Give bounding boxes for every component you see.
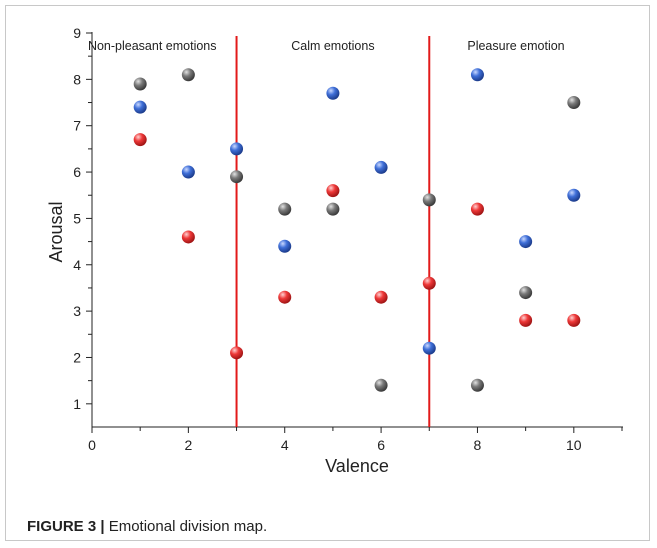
- red-data-point: [133, 133, 147, 147]
- region-label: Calm emotions: [291, 39, 374, 53]
- red-data-point: [374, 290, 388, 304]
- caption-label: FIGURE 3 |: [27, 518, 105, 535]
- y-tick-label: 8: [73, 71, 81, 87]
- gray-data-point: [470, 378, 484, 392]
- y-tick-label: 3: [73, 303, 81, 319]
- x-tick-label: 8: [474, 437, 482, 453]
- y-tick-label: 5: [73, 210, 81, 226]
- region-label: Non-pleasant emotions: [88, 39, 217, 53]
- gray-data-point: [230, 170, 244, 184]
- blue-data-point: [181, 165, 195, 179]
- x-tick-label: 6: [377, 437, 385, 453]
- y-tick-label: 7: [73, 118, 81, 134]
- blue-data-point: [374, 160, 388, 174]
- x-tick-label: 2: [184, 437, 192, 453]
- red-data-point: [567, 313, 581, 327]
- red-data-point: [278, 290, 292, 304]
- red-data-point: [181, 230, 195, 244]
- x-tick-label: 4: [281, 437, 289, 453]
- blue-data-point: [422, 341, 436, 355]
- blue-data-point: [230, 142, 244, 156]
- red-data-point: [519, 313, 533, 327]
- data-points: [133, 68, 581, 392]
- y-tick-label: 2: [73, 349, 81, 365]
- y-tick-label: 4: [73, 257, 81, 273]
- blue-data-point: [519, 235, 533, 249]
- gray-data-point: [374, 378, 388, 392]
- caption-text: Emotional division map.: [104, 518, 268, 535]
- x-tick-label: 0: [88, 437, 96, 453]
- red-data-point: [470, 202, 484, 216]
- y-tick-label: 1: [73, 396, 81, 412]
- blue-data-point: [133, 100, 147, 114]
- red-data-point: [326, 184, 340, 198]
- region-label: Pleasure emotion: [467, 39, 564, 53]
- y-tick-label: 6: [73, 164, 81, 180]
- blue-data-point: [278, 239, 292, 253]
- x-axis-label: Valence: [325, 456, 389, 476]
- gray-data-point: [326, 202, 340, 216]
- red-data-point: [230, 346, 244, 360]
- red-data-point: [422, 276, 436, 290]
- blue-data-point: [567, 188, 581, 202]
- gray-data-point: [181, 68, 195, 82]
- y-axis-label: Arousal: [46, 201, 66, 262]
- y-tick-label: 9: [73, 25, 81, 41]
- gray-data-point: [567, 96, 581, 110]
- region-labels: Non-pleasant emotions Calm emotions Pleasu…: [88, 39, 565, 53]
- gray-data-point: [278, 202, 292, 216]
- region-dividers: [235, 36, 431, 427]
- figure-caption: FIGURE 3 | Emotional division map.: [27, 518, 267, 535]
- x-tick-label: 10: [566, 437, 582, 453]
- gray-data-point: [422, 193, 436, 207]
- blue-data-point: [326, 86, 340, 100]
- gray-data-point: [133, 77, 147, 91]
- gray-data-point: [519, 286, 533, 300]
- blue-data-point: [470, 68, 484, 82]
